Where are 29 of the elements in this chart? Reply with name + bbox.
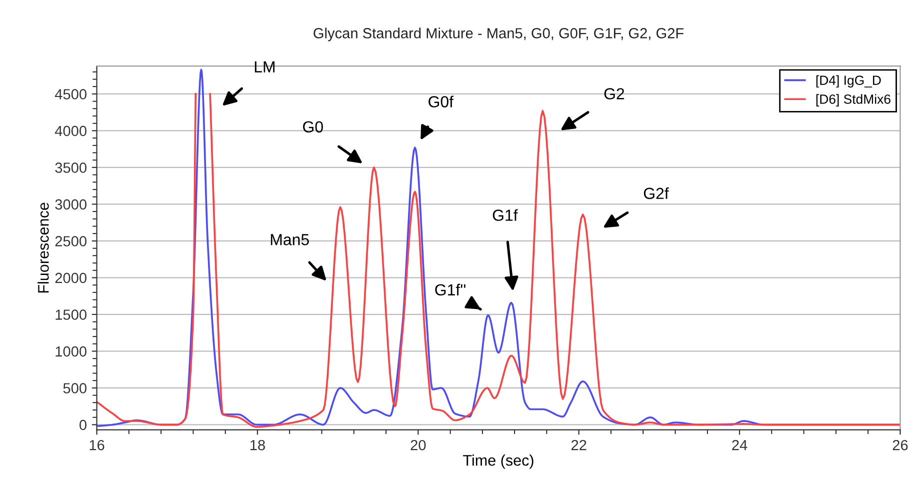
annotation: LM [254, 61, 274, 72]
x-tick-label: 18 [250, 440, 265, 450]
y-tick-label: 1500 [56, 310, 86, 320]
x-tick-label: 16 [90, 440, 104, 450]
y-tick-label: 0 [80, 420, 86, 430]
legend-label: [D6] StdMix6 [816, 94, 890, 106]
annotation: G1f'' [435, 284, 466, 296]
annotation: G2f [644, 187, 669, 200]
x-axis-title: Time (sec) [463, 454, 534, 469]
legend-label: [D4] IgG_D [816, 75, 881, 88]
y-tick-label: 3000 [55, 199, 86, 210]
annotation: G0f [428, 96, 454, 108]
annotation: G2 [604, 88, 624, 100]
x-tick-label: 26 [892, 440, 908, 450]
annotation: G0 [303, 121, 323, 133]
y-tick-label: 4000 [54, 126, 86, 136]
y-tick-label: 3500 [55, 162, 86, 173]
x-tick-label: 22 [571, 440, 586, 450]
annotation: Man5 [270, 234, 309, 246]
x-tick-label: 24 [732, 440, 748, 450]
y-tick-label: 1000 [56, 346, 86, 357]
x-tick-label: 20 [410, 440, 426, 450]
annotation: G1f [492, 209, 518, 221]
y-tick-label: 4500 [54, 89, 86, 100]
y-tick-label: 2000 [55, 272, 86, 284]
y-tick-label: 2500 [55, 236, 86, 246]
y-axis-title: Fluorescence [38, 202, 49, 293]
y-tick-label: 500 [63, 383, 86, 394]
chart-title: Glycan Standard Mixture - Man5, G0, G0F, G1F, G2, G2F [314, 28, 684, 42]
